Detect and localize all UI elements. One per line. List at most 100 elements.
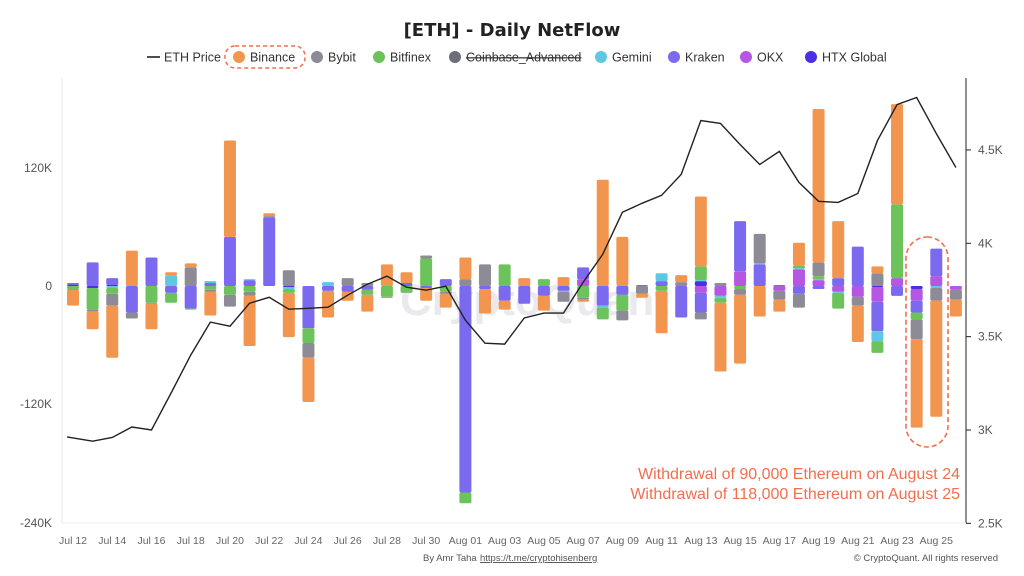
bar-gemini-aug-09 xyxy=(616,285,629,286)
legend-item-bitfinex[interactable]: Bitfinex xyxy=(373,51,432,65)
bar-okx-aug-23 xyxy=(891,278,904,286)
bar-bybit-jul-23 xyxy=(282,270,295,286)
legend-item-eth-price[interactable]: ETH Price xyxy=(147,51,221,65)
bar-kraken-aug-23 xyxy=(891,286,904,296)
circle-swatch-icon xyxy=(805,51,817,63)
bar-bitfinex-aug-11 xyxy=(655,286,668,291)
bar-binance-aug-10 xyxy=(635,293,648,298)
bar-bitfinex-aug-07 xyxy=(577,286,590,298)
bar-gemini-jul-14 xyxy=(106,286,119,288)
bar-gemini-aug-08 xyxy=(596,305,609,308)
bar-kraken-jul-15 xyxy=(125,286,138,313)
bar-bybit-aug-18 xyxy=(792,293,805,308)
bar-binance-jul-12 xyxy=(67,289,79,306)
y-right-tick-label: 4.5K xyxy=(978,143,1003,157)
bar-kraken-jul-16 xyxy=(145,257,158,286)
bar-binance-aug-26 xyxy=(949,299,962,317)
bar-kraken-aug-03 xyxy=(498,286,511,301)
legend-item-okx[interactable]: OKX xyxy=(740,51,784,65)
bar-binance-jul-14 xyxy=(106,305,119,358)
bar-binance-jul-31 xyxy=(439,293,452,308)
legend-item-htx-global[interactable]: HTX Global xyxy=(805,51,887,65)
bar-binance-aug-04 xyxy=(518,278,531,286)
footer-copyright: © CryptoQuant. All rights reserved xyxy=(854,553,998,564)
bar-bitfinex-jul-16 xyxy=(145,286,158,303)
bar-bybit-aug-07 xyxy=(577,297,590,300)
bar-bitfinex-aug-20 xyxy=(832,292,845,309)
bar-binance-jul-30 xyxy=(420,287,433,301)
bar-kraken-aug-08 xyxy=(596,286,609,306)
circle-swatch-icon xyxy=(233,51,245,63)
bar-bybit-jul-26 xyxy=(341,278,354,286)
bar-bitfinex-jul-20 xyxy=(223,286,236,295)
bar-bybit-jul-18 xyxy=(184,267,197,286)
bar-binance-aug-25 xyxy=(930,300,943,417)
bar-kraken-jul-24 xyxy=(302,286,315,329)
bar-kraken-aug-25 xyxy=(930,248,943,277)
bar-kraken-aug-04 xyxy=(518,286,531,304)
y-left-tick-label: 120K xyxy=(24,161,52,175)
bar-kraken-aug-15 xyxy=(734,221,747,272)
bar-kraken-aug-24 xyxy=(910,300,923,313)
x-tick-label: Jul 24 xyxy=(294,535,322,547)
bar-kraken-aug-21 xyxy=(851,246,864,286)
bar-htx-global-aug-24 xyxy=(910,286,923,289)
footer-link[interactable]: https://t.me/cryptohisenberg xyxy=(480,553,597,564)
legend-item-coinbase-advanced[interactable]: Coinbase_Advanced xyxy=(449,51,581,65)
bar-bybit-jul-20 xyxy=(223,294,236,307)
bar-kraken-jul-21 xyxy=(243,280,256,286)
bar-bybit-jul-12 xyxy=(67,288,79,290)
bar-okx-aug-14 xyxy=(714,286,727,296)
bar-binance-jul-17 xyxy=(165,272,178,276)
bar-bitfinex-aug-05 xyxy=(537,279,550,286)
bar-gemini-aug-11 xyxy=(655,273,668,282)
bar-binance-aug-16 xyxy=(753,286,766,317)
bar-binance-aug-23 xyxy=(891,104,904,205)
bar-gemini-aug-18 xyxy=(792,268,805,270)
bar-bybit-aug-10 xyxy=(635,286,648,294)
bar-bybit-aug-06 xyxy=(557,291,570,302)
legend-label: OKX xyxy=(757,51,784,65)
bar-bybit-aug-12 xyxy=(675,282,688,286)
bar-kraken-aug-05 xyxy=(537,286,550,296)
bar-binance-jul-24 xyxy=(302,357,315,403)
legend-item-kraken[interactable]: Kraken xyxy=(668,51,725,65)
bar-bitfinex-jul-17 xyxy=(165,292,178,303)
legend-item-bybit[interactable]: Bybit xyxy=(311,51,356,65)
bar-binance-jul-15 xyxy=(125,250,138,286)
legend-label: Bybit xyxy=(328,51,356,65)
bar-bitfinex-jul-28 xyxy=(380,286,393,297)
x-tick-label: Aug 07 xyxy=(566,535,599,547)
bar-binance-jul-23 xyxy=(282,292,295,338)
bar-bybit-aug-21 xyxy=(851,296,864,306)
bar-kraken-jul-18 xyxy=(184,286,197,309)
bar-binance-aug-02 xyxy=(479,288,492,314)
bar-kraken-jul-27 xyxy=(361,286,374,290)
bar-bybit-jul-22 xyxy=(263,216,276,218)
bar-htx-global-jul-12 xyxy=(67,285,79,286)
bar-bybit-aug-02 xyxy=(479,264,492,286)
y-left-tick-label: -120K xyxy=(20,397,52,411)
bar-kraken-jul-17 xyxy=(165,286,178,293)
chart-title: [ETH] - Daily NetFlow xyxy=(404,20,621,41)
bar-okx-aug-20 xyxy=(832,286,845,292)
bar-htx-global-jul-23 xyxy=(282,286,295,287)
bar-binance-aug-06 xyxy=(557,277,570,286)
bar-okx-aug-19 xyxy=(812,280,825,286)
legend-item-gemini[interactable]: Gemini xyxy=(595,51,652,65)
bar-bitfinex-jul-14 xyxy=(106,287,119,294)
y-right-tick-label: 2.5K xyxy=(978,516,1003,530)
legend-item-binance[interactable]: Binance xyxy=(224,45,306,69)
bar-binance-aug-03 xyxy=(498,300,511,310)
bar-binance-aug-17 xyxy=(773,299,786,312)
bar-binance-aug-01 xyxy=(459,257,472,280)
bar-binance-aug-11 xyxy=(655,290,668,334)
bar-bybit-jul-13 xyxy=(86,309,99,312)
bar-bitfinex-aug-01 xyxy=(459,492,472,504)
legend-label: Gemini xyxy=(612,51,652,65)
bar-okx-aug-25 xyxy=(930,276,943,286)
bar-kraken-aug-16 xyxy=(753,264,766,286)
annotation-aug-24: Withdrawal of 90,000 Ethereum on August … xyxy=(638,466,960,483)
x-tick-label: Aug 13 xyxy=(684,535,717,547)
